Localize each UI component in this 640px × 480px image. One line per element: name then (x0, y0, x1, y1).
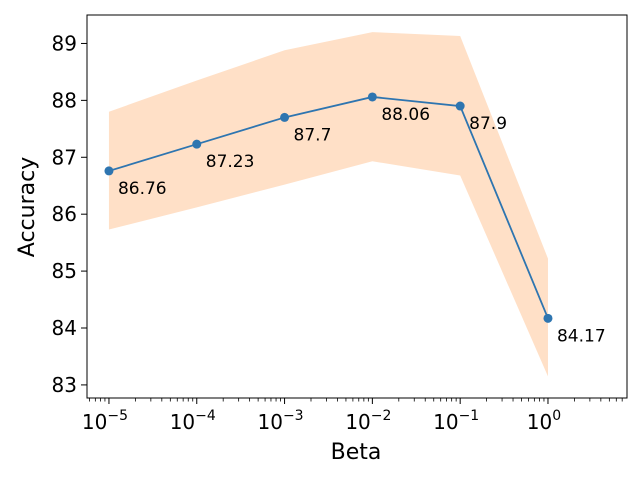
confidence-band (108, 32, 548, 377)
series-line (108, 96, 549, 319)
y-axis: 83 84 85 86 87 88 89 (52, 31, 87, 397)
data-labels-layer: 86.76 87.23 87.7 88.06 87.9 84.17 (118, 105, 606, 346)
x-tick-label: 100 (527, 408, 561, 434)
y-tick-label: 84 (52, 316, 77, 340)
y-tick-label: 88 (52, 88, 77, 112)
x-tick-label: 10−5 (82, 408, 128, 434)
data-point (104, 166, 114, 176)
x-tick-label-exponent: 0 (552, 408, 561, 424)
x-tick-label-base: 10 (527, 410, 552, 434)
data-label: 86.76 (118, 179, 167, 199)
x-tick-label: 10−2 (345, 408, 391, 434)
data-point (543, 313, 553, 323)
data-points-layer (104, 92, 553, 323)
x-tick-label: 10−4 (170, 408, 216, 434)
x-tick-label: 10−1 (433, 408, 479, 434)
x-tick-label-base: 10 (258, 410, 283, 434)
data-label: 87.7 (294, 125, 332, 145)
x-tick-label-exponent: −2 (371, 408, 392, 424)
x-tick-label: 10−3 (258, 408, 304, 434)
data-label: 84.17 (557, 326, 606, 346)
y-tick-label: 85 (52, 259, 77, 283)
confidence-band-layer (108, 32, 548, 377)
data-point (455, 101, 465, 111)
data-label: 87.23 (206, 152, 255, 172)
data-point (280, 112, 290, 122)
series-line-layer (108, 96, 549, 319)
y-tick-label: 83 (52, 373, 77, 397)
data-label: 87.9 (469, 114, 507, 134)
x-axis-label: Beta (331, 440, 382, 465)
x-tick-label-base: 10 (170, 410, 195, 434)
plot-frame (86, 14, 628, 399)
y-tick-label: 89 (52, 31, 77, 55)
y-tick-label: 86 (52, 202, 77, 226)
x-tick-label-base: 10 (345, 410, 370, 434)
x-tick-label-base: 10 (82, 410, 107, 434)
y-tick-label: 87 (52, 145, 77, 169)
x-tick-label-exponent: −3 (283, 408, 304, 424)
y-axis-label: Accuracy (15, 157, 40, 257)
x-tick-label-exponent: −5 (107, 408, 128, 424)
x-tick-label-exponent: −4 (195, 408, 216, 424)
data-point (192, 139, 202, 149)
data-point (367, 92, 377, 102)
x-tick-label-exponent: −1 (459, 408, 480, 424)
data-label: 88.06 (381, 105, 430, 125)
x-tick-label-base: 10 (433, 410, 458, 434)
x-axis: 10−5 10−4 10−3 10−2 10−1 100 (82, 398, 623, 434)
